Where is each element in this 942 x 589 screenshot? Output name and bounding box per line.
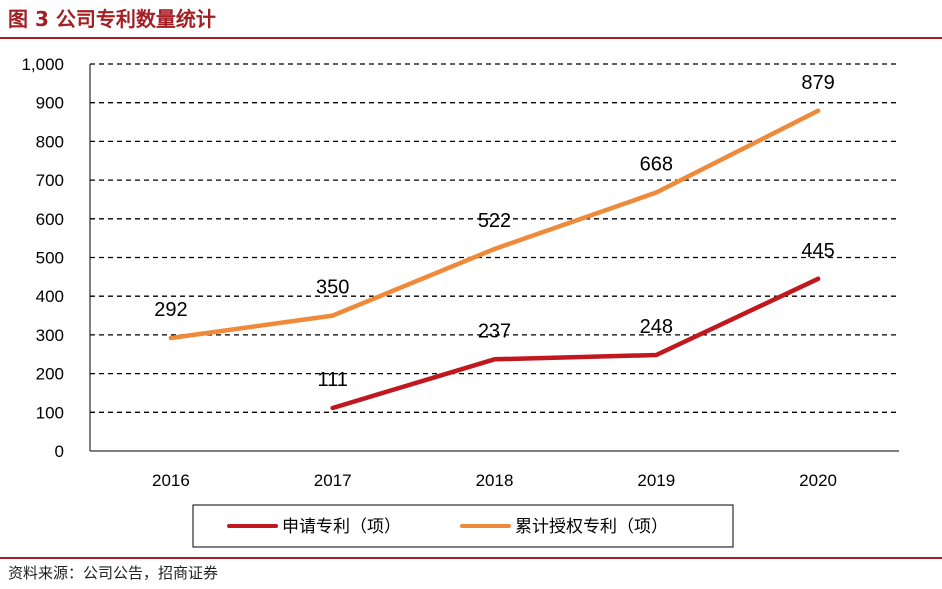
x-tick-labels: 2016 2017 2018 2019 2020 — [152, 471, 837, 490]
y-tick-label: 800 — [36, 132, 64, 151]
source-note: 资料来源：公司公告，招商证券 — [8, 564, 219, 582]
y-tick-label: 200 — [36, 365, 64, 384]
data-point — [330, 313, 335, 318]
y-tick-label: 500 — [36, 249, 64, 268]
y-tick-label: 600 — [36, 210, 64, 229]
legend-label-apply: 申请专利（项） — [282, 517, 401, 537]
axes — [89, 64, 899, 452]
data-label: 350 — [316, 277, 349, 299]
y-tick-label: 700 — [36, 171, 64, 190]
x-tick-label: 2019 — [637, 471, 675, 490]
data-label: 111 — [317, 369, 347, 391]
data-point — [654, 353, 659, 358]
series-line-0 — [330, 276, 821, 411]
data-label: 668 — [640, 153, 673, 175]
footer-divider — [0, 557, 942, 559]
y-tick-labels: 0 100 200 300 400 500 600 700 800 900 1,000 — [21, 55, 64, 461]
legend: 申请专利（项） 累计授权专利（项） — [192, 504, 734, 548]
x-tick-label: 2017 — [314, 471, 352, 490]
x-tick-label: 2018 — [476, 471, 514, 490]
y-tick-label: 100 — [36, 403, 64, 422]
data-point — [168, 335, 173, 340]
data-point — [330, 406, 335, 411]
data-point — [816, 108, 821, 113]
data-point — [492, 246, 497, 251]
y-tick-label: 900 — [36, 94, 64, 113]
data-labels: 111 237 248 445 292 350 522 668 879 — [154, 72, 835, 391]
y-tick-label: 400 — [36, 287, 64, 306]
figure-title: 图 3 公司专利数量统计 — [8, 7, 216, 31]
x-tick-label: 2016 — [152, 471, 190, 490]
data-label: 237 — [478, 320, 511, 342]
data-point — [492, 357, 497, 362]
data-label: 522 — [478, 210, 511, 232]
legend-label-granted: 累计授权专利（项） — [515, 517, 668, 537]
data-label: 248 — [640, 316, 673, 338]
y-tick-label: 1,000 — [21, 55, 64, 74]
data-point — [654, 190, 659, 195]
title-divider — [0, 37, 942, 39]
x-tick-label: 2020 — [799, 471, 837, 490]
data-point — [816, 276, 821, 281]
data-label: 445 — [801, 240, 834, 262]
y-tick-label: 0 — [55, 442, 64, 461]
series-lines — [168, 108, 821, 411]
data-label: 292 — [154, 299, 187, 321]
data-label: 879 — [801, 72, 834, 94]
y-tick-label: 300 — [36, 326, 64, 345]
